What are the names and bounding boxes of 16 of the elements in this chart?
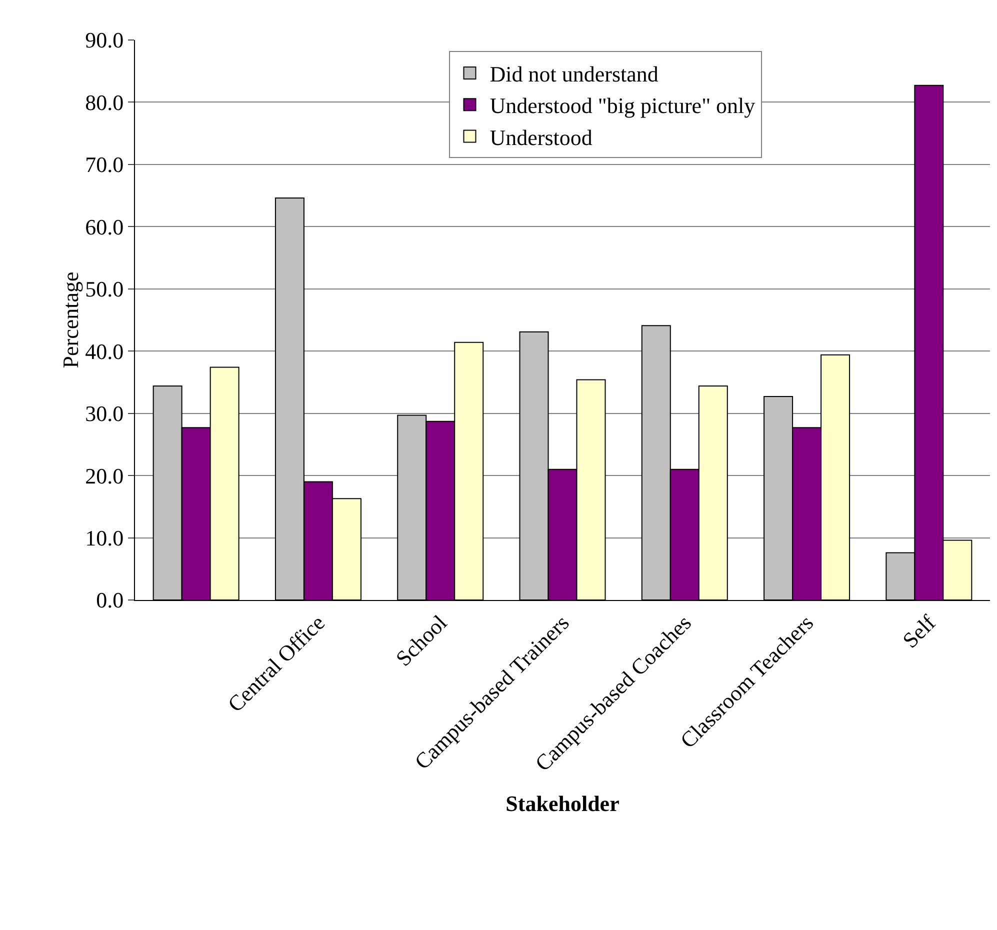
y-tick-label: 40.0 [85,338,124,364]
y-tick-label: 30.0 [85,401,124,426]
legend-label: Understood [490,124,592,150]
y-tick-label: 20.0 [85,463,124,488]
y-tick-label: 80.0 [85,90,124,115]
x-axis-title: Stakeholder [506,790,620,816]
x-tick-label: Self [897,610,941,653]
legend-label: Understood "big picture" only [490,93,756,118]
y-tick-label: 70.0 [85,152,124,178]
y-tick-label: 60.0 [85,214,124,240]
y-tick-label: 90.0 [85,28,124,53]
legend-label: Did not understand [490,62,658,87]
y-axis-title: Percentage [58,272,84,368]
y-tick-label: 0.0 [96,588,124,613]
y-tick-label: 50.0 [85,276,124,302]
y-tick-label: 10.0 [85,525,124,550]
